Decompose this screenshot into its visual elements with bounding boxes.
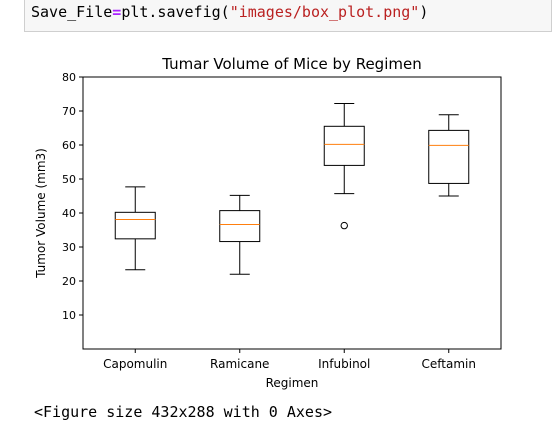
box-iqr (428, 129, 470, 184)
y-tick-label: 10 (62, 309, 76, 322)
y-axis-ticks: 10 20 30 40 50 60 70 80 (62, 71, 83, 322)
outlier-point (340, 221, 348, 230)
x-axis-ticks: Capomulin Ramicane Infubinol Ceftamin (103, 349, 476, 371)
box-capomulin (114, 186, 156, 271)
x-tick-label: Ceftamin (422, 357, 476, 371)
box-plot-chart: 10 20 30 40 50 60 70 80 Capomulin Ramicane Infubi… (34, 55, 502, 390)
axes-frame (82, 76, 502, 350)
code-token: ) (419, 3, 429, 21)
box-ramicane (219, 194, 261, 275)
y-tick-label: 30 (62, 241, 76, 254)
y-tick-label: 60 (62, 139, 76, 152)
figure-size-output: <Figure size 432x288 with 0 Axes> (34, 403, 333, 421)
box-iqr (219, 210, 261, 243)
box-plot-figure: 10 20 30 40 50 60 70 80 Capomulin Ramicane Infubi… (24, 42, 524, 402)
x-tick-label: Infubinol (318, 357, 370, 371)
y-tick-label: 40 (62, 207, 76, 220)
y-tick-label: 70 (62, 105, 76, 118)
chart-title: Tumar Volume of Mice by Regimen (161, 55, 421, 73)
output-area: 10 20 30 40 50 60 70 80 Capomulin Ramicane Infubi… (0, 32, 552, 430)
code-cell[interactable]: Save_File=plt.savefig("images/box_plot.p… (24, 0, 552, 32)
x-tick-label: Capomulin (103, 357, 167, 371)
y-tick-label: 80 (62, 71, 76, 84)
box-series (114, 103, 470, 275)
code-line[interactable]: Save_File=plt.savefig("images/box_plot.p… (31, 2, 428, 22)
code-token: Save_File (31, 3, 113, 21)
y-axis-label: Tumor Volume (mm3) (34, 148, 48, 279)
x-axis-label: Regimen (266, 376, 319, 390)
code-token: "images/box_plot.png" (229, 3, 420, 21)
box-iqr (323, 125, 365, 166)
box-ceftamin (428, 114, 470, 197)
code-token: plt.savefig( (121, 3, 230, 21)
y-tick-label: 50 (62, 173, 76, 186)
code-token: = (112, 3, 122, 21)
box-infubinol (323, 103, 365, 230)
x-tick-label: Ramicane (210, 357, 269, 371)
y-tick-label: 20 (62, 275, 76, 288)
box-iqr (114, 211, 156, 240)
